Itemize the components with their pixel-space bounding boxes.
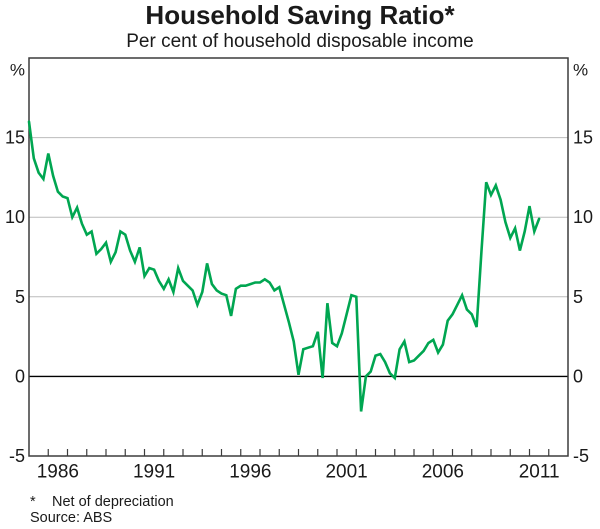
footnote-marker: * <box>30 494 36 510</box>
y-axis-label-left--5: -5 <box>9 446 25 466</box>
y-axis-label-left-5: 5 <box>15 287 25 307</box>
saving-ratio-series-line <box>27 120 541 412</box>
y-axis-label-left-15: 15 <box>5 128 25 148</box>
y-axis-label-right--5: -5 <box>573 446 589 466</box>
x-axis-label-2001: 2001 <box>325 462 367 483</box>
x-axis-label-2011: 2011 <box>519 462 560 483</box>
footnote: * Net of depreciation <box>30 494 570 510</box>
x-axis-label-2006: 2006 <box>422 462 464 483</box>
y-axis-label-right-0: 0 <box>573 366 583 386</box>
y-axis-label-right-15: 15 <box>573 128 593 148</box>
footnote-text: Net of depreciation <box>52 494 174 510</box>
y-axis-label-right-5: 5 <box>573 287 583 307</box>
y-axis-label-right-10: 10 <box>573 207 593 227</box>
x-axis-label-1991: 1991 <box>133 462 175 483</box>
chart-title: Household Saving Ratio* <box>145 0 455 30</box>
source-note: Source: ABS <box>30 510 113 526</box>
chart-subtitle: Per cent of household disposable income <box>126 31 474 52</box>
plot-frame <box>28 57 569 457</box>
y-axis-unit-right: % <box>573 61 588 80</box>
y-axis-label-left-10: 10 <box>5 207 25 227</box>
y-axis-unit-left: % <box>10 61 25 80</box>
x-axis-label-1996: 1996 <box>229 462 271 483</box>
y-axis-label-left-0: 0 <box>15 366 25 386</box>
x-axis-label-1986: 1986 <box>37 462 79 483</box>
